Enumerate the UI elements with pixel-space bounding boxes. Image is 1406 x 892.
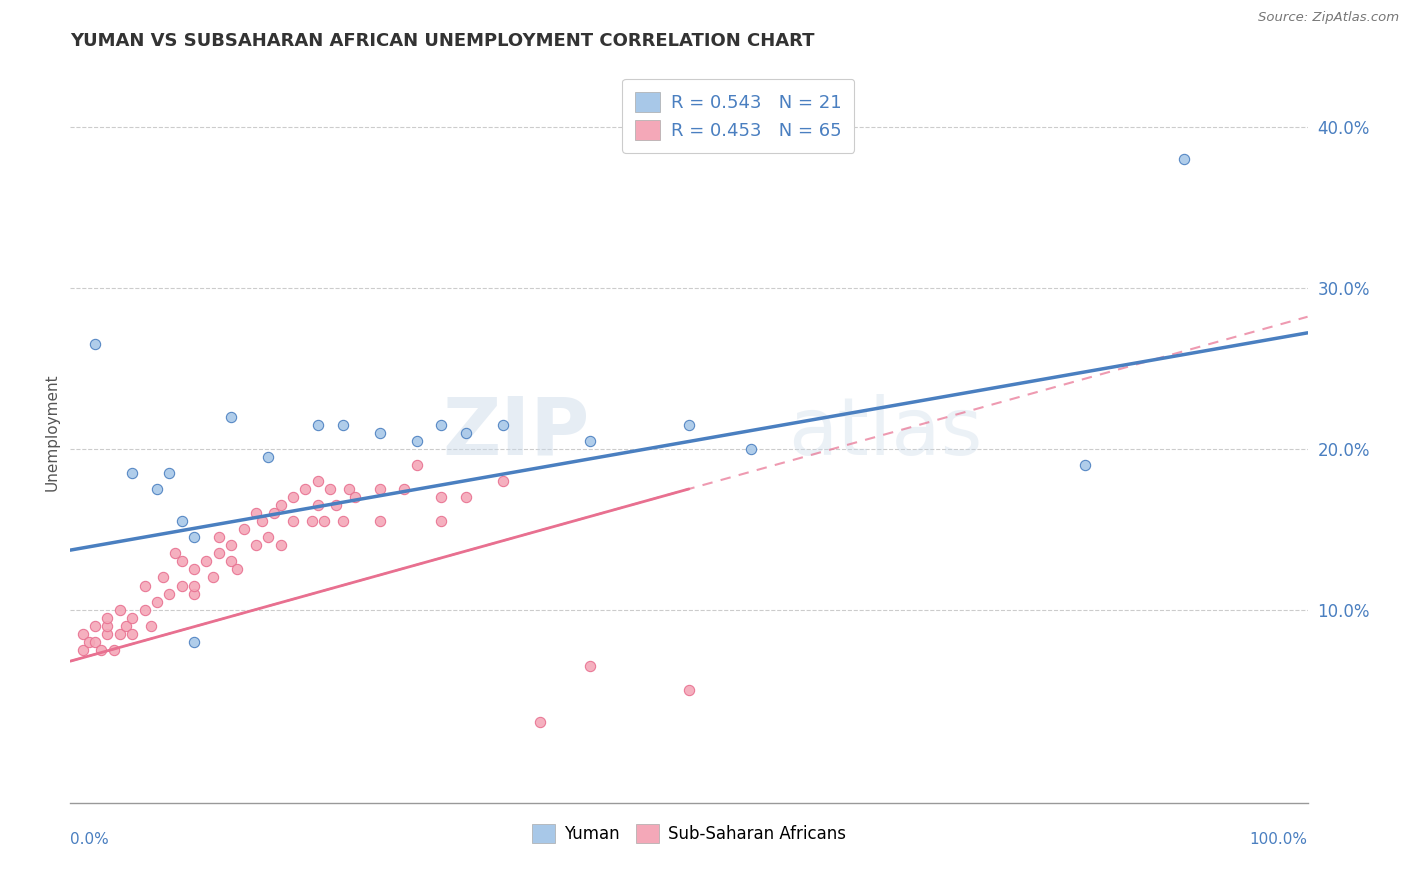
Point	[183, 562, 205, 576]
Point	[72, 627, 94, 641]
Point	[146, 482, 169, 496]
Point	[430, 490, 453, 504]
Point	[529, 715, 551, 730]
Point	[579, 659, 602, 673]
Point	[1173, 152, 1195, 166]
Y-axis label: Unemployment: Unemployment	[44, 374, 59, 491]
Point	[394, 482, 416, 496]
Point	[456, 490, 478, 504]
Point	[170, 514, 193, 528]
Point	[301, 514, 323, 528]
Point	[157, 586, 180, 600]
Point	[157, 466, 180, 480]
Point	[405, 458, 427, 472]
Point	[307, 417, 329, 432]
Point	[492, 474, 515, 488]
Point	[208, 530, 231, 544]
Point	[146, 594, 169, 608]
Point	[219, 538, 242, 552]
Text: atlas: atlas	[787, 393, 983, 472]
Point	[208, 546, 231, 560]
Point	[307, 498, 329, 512]
Point	[219, 409, 242, 424]
Point	[103, 643, 125, 657]
Point	[332, 514, 354, 528]
Point	[456, 425, 478, 440]
Point	[183, 635, 205, 649]
Point	[72, 643, 94, 657]
Text: 0.0%: 0.0%	[70, 831, 110, 847]
Point	[96, 610, 118, 624]
Point	[108, 627, 131, 641]
Point	[368, 482, 391, 496]
Point	[134, 602, 156, 616]
Point	[121, 627, 143, 641]
Text: ZIP: ZIP	[443, 393, 591, 472]
Point	[281, 490, 304, 504]
Point	[270, 498, 292, 512]
Point	[678, 683, 700, 698]
Point	[245, 538, 267, 552]
Point	[183, 578, 205, 592]
Point	[405, 434, 427, 448]
Point	[232, 522, 254, 536]
Point	[96, 627, 118, 641]
Point	[165, 546, 187, 560]
Point	[183, 530, 205, 544]
Point	[337, 482, 360, 496]
Point	[332, 417, 354, 432]
Point	[121, 466, 143, 480]
Point	[245, 506, 267, 520]
Point	[84, 635, 107, 649]
Point	[307, 474, 329, 488]
Text: YUMAN VS SUBSAHARAN AFRICAN UNEMPLOYMENT CORRELATION CHART: YUMAN VS SUBSAHARAN AFRICAN UNEMPLOYMENT…	[70, 32, 815, 50]
Point	[77, 635, 100, 649]
Text: Source: ZipAtlas.com: Source: ZipAtlas.com	[1258, 11, 1399, 24]
Point	[170, 578, 193, 592]
Point	[263, 506, 285, 520]
Point	[108, 602, 131, 616]
Point	[678, 417, 700, 432]
Point	[312, 514, 335, 528]
Point	[281, 514, 304, 528]
Text: 100.0%: 100.0%	[1250, 831, 1308, 847]
Point	[257, 530, 280, 544]
Point	[294, 482, 316, 496]
Point	[270, 538, 292, 552]
Point	[96, 619, 118, 633]
Point	[90, 643, 112, 657]
Point	[84, 619, 107, 633]
Point	[325, 498, 347, 512]
Point	[84, 337, 107, 351]
Legend: Yuman, Sub-Saharan Africans: Yuman, Sub-Saharan Africans	[526, 817, 852, 850]
Point	[257, 450, 280, 464]
Point	[115, 619, 138, 633]
Point	[134, 578, 156, 592]
Point	[343, 490, 366, 504]
Point	[740, 442, 762, 456]
Point	[183, 586, 205, 600]
Point	[195, 554, 218, 568]
Point	[152, 570, 174, 584]
Point	[319, 482, 342, 496]
Point	[492, 417, 515, 432]
Point	[201, 570, 224, 584]
Point	[170, 554, 193, 568]
Point	[219, 554, 242, 568]
Point	[250, 514, 273, 528]
Point	[430, 417, 453, 432]
Point	[430, 514, 453, 528]
Point	[368, 425, 391, 440]
Point	[121, 610, 143, 624]
Point	[368, 514, 391, 528]
Point	[226, 562, 249, 576]
Point	[1074, 458, 1097, 472]
Point	[579, 434, 602, 448]
Point	[139, 619, 162, 633]
